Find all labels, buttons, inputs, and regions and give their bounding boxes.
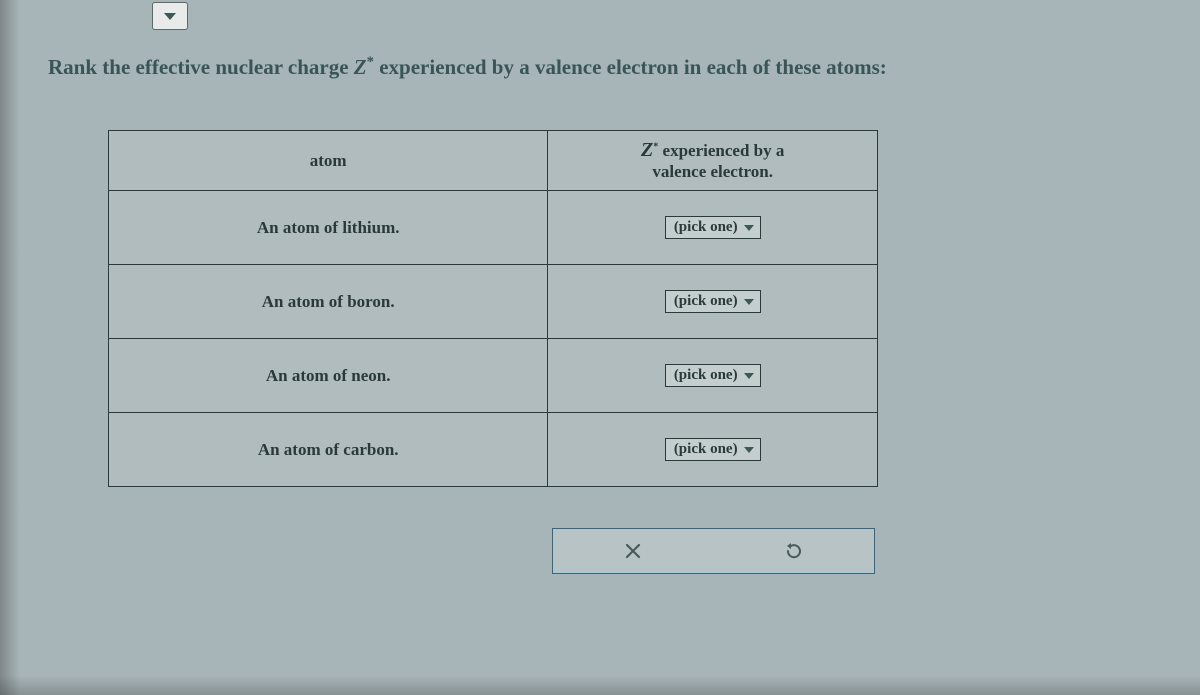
prompt-suffix: experienced by a valence electron in eac… — [374, 55, 887, 79]
action-bar — [552, 528, 875, 574]
chevron-down-icon — [164, 13, 176, 20]
prompt-prefix: Rank the effective nuclear charge — [48, 55, 354, 79]
atom-cell: An atom of lithium. — [109, 191, 548, 265]
table-row: An atom of neon. (pick one) — [109, 339, 878, 413]
z-symbol: Z — [354, 55, 367, 79]
undo-icon — [784, 541, 804, 561]
ranking-table: atom Z* experienced by a valence electro… — [108, 130, 878, 487]
header-z-symbol: Z — [641, 139, 653, 161]
select-label: (pick one) — [674, 441, 738, 458]
chevron-down-icon — [744, 447, 754, 453]
chevron-down-icon — [744, 299, 754, 305]
chevron-down-icon — [744, 373, 754, 379]
select-label: (pick one) — [674, 219, 738, 236]
table-row: An atom of boron. (pick one) — [109, 265, 878, 339]
atom-cell: An atom of neon. — [109, 339, 548, 413]
reset-button[interactable] — [779, 536, 809, 566]
rank-select-boron[interactable]: (pick one) — [665, 290, 761, 313]
select-label: (pick one) — [674, 367, 738, 384]
select-cell: (pick one) — [548, 265, 878, 339]
top-collapse-dropdown[interactable] — [152, 2, 188, 30]
table-row: An atom of carbon. (pick one) — [109, 413, 878, 487]
x-icon — [624, 542, 642, 560]
atom-cell: An atom of carbon. — [109, 413, 548, 487]
header-atom: atom — [109, 131, 548, 191]
select-label: (pick one) — [674, 293, 738, 310]
page-shadow-bottom — [0, 675, 1200, 695]
atom-cell: An atom of boron. — [109, 265, 548, 339]
rank-select-neon[interactable]: (pick one) — [665, 364, 761, 387]
z-super: * — [367, 54, 374, 70]
clear-button[interactable] — [618, 536, 648, 566]
table-row: An atom of lithium. (pick one) — [109, 191, 878, 265]
rank-select-carbon[interactable]: (pick one) — [665, 438, 761, 461]
select-cell: (pick one) — [548, 339, 878, 413]
table-header-row: atom Z* experienced by a valence electro… — [109, 131, 878, 191]
header-z-rest1: experienced by a — [658, 141, 784, 160]
rank-select-lithium[interactable]: (pick one) — [665, 216, 761, 239]
select-cell: (pick one) — [548, 413, 878, 487]
header-z: Z* experienced by a valence electron. — [548, 131, 878, 191]
select-cell: (pick one) — [548, 191, 878, 265]
header-z-line2: valence electron. — [652, 162, 773, 181]
chevron-down-icon — [744, 225, 754, 231]
page-shadow-left — [0, 0, 20, 695]
question-prompt: Rank the effective nuclear charge Z* exp… — [48, 54, 887, 80]
